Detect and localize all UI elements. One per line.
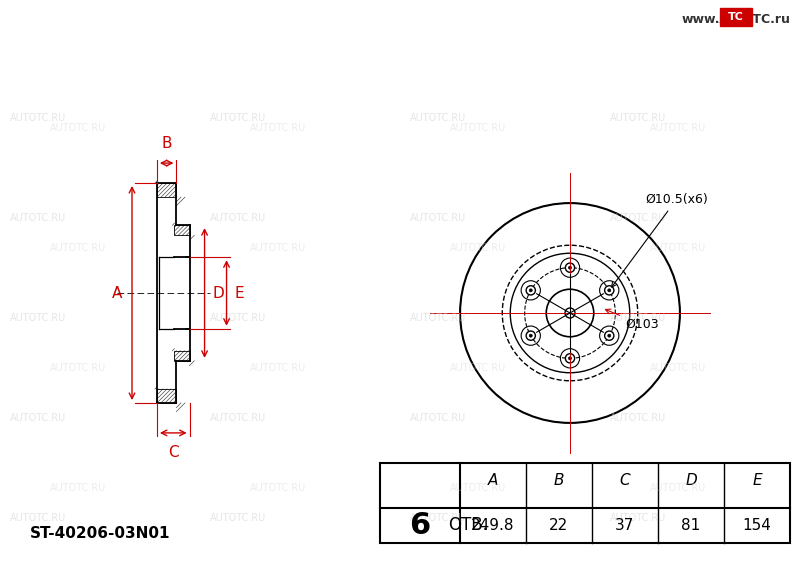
Circle shape <box>566 354 574 363</box>
Text: AUTOTC.RU: AUTOTC.RU <box>610 313 666 323</box>
Text: A: A <box>112 285 122 300</box>
Text: Ø103: Ø103 <box>606 309 658 331</box>
Text: AUTOTC.RU: AUTOTC.RU <box>10 313 66 323</box>
Text: AUTOTC.RU: AUTOTC.RU <box>410 213 466 223</box>
Text: 22: 22 <box>550 518 569 533</box>
Circle shape <box>605 286 614 295</box>
Text: E: E <box>752 473 762 488</box>
Text: AUTOTC.RU: AUTOTC.RU <box>10 113 66 123</box>
Text: 154: 154 <box>742 518 771 533</box>
Text: 81: 81 <box>682 518 701 533</box>
Text: www.AutoTC.ru: www.AutoTC.ru <box>681 13 790 26</box>
Bar <box>157 389 176 403</box>
Circle shape <box>569 266 571 269</box>
Circle shape <box>608 334 610 337</box>
Text: AUTOTC.RU: AUTOTC.RU <box>610 513 666 523</box>
Circle shape <box>526 331 535 340</box>
Text: ST-40206-03N01: ST-40206-03N01 <box>30 525 170 540</box>
Text: AUTOTC.RU: AUTOTC.RU <box>50 363 106 373</box>
Text: AUTOTC.RU: AUTOTC.RU <box>450 123 506 133</box>
Bar <box>380 463 790 543</box>
Text: AUTOTC.RU: AUTOTC.RU <box>10 213 66 223</box>
Text: AUTOTC.RU: AUTOTC.RU <box>650 483 706 493</box>
Text: AUTOTC.RU: AUTOTC.RU <box>650 363 706 373</box>
Text: B: B <box>554 473 564 488</box>
Circle shape <box>608 289 610 292</box>
Text: AUTOTC.RU: AUTOTC.RU <box>210 213 266 223</box>
Text: A: A <box>488 473 498 488</box>
Text: Ø10.5(x6): Ø10.5(x6) <box>612 193 708 287</box>
Text: AUTOTC.RU: AUTOTC.RU <box>610 213 666 223</box>
Text: AUTOTC.RU: AUTOTC.RU <box>610 413 666 423</box>
Circle shape <box>526 286 535 295</box>
Circle shape <box>605 331 614 340</box>
Text: E: E <box>234 285 244 300</box>
Text: AUTOTC.RU: AUTOTC.RU <box>410 313 466 323</box>
Text: AUTOTC.RU: AUTOTC.RU <box>610 113 666 123</box>
Text: C: C <box>620 473 630 488</box>
Circle shape <box>565 308 575 318</box>
Text: AUTOTC.RU: AUTOTC.RU <box>410 113 466 123</box>
Text: AUTOTC.RU: AUTOTC.RU <box>410 413 466 423</box>
Text: ОТВ.: ОТВ. <box>448 516 488 535</box>
Text: AUTOTC.RU: AUTOTC.RU <box>210 513 266 523</box>
Text: AUTOTC.RU: AUTOTC.RU <box>650 123 706 133</box>
Text: C: C <box>168 445 178 460</box>
Text: AUTOTC.RU: AUTOTC.RU <box>50 243 106 253</box>
Text: 6: 6 <box>410 511 430 540</box>
Circle shape <box>566 263 574 272</box>
Text: AUTOTC.RU: AUTOTC.RU <box>210 313 266 323</box>
Text: AUTOTC.RU: AUTOTC.RU <box>210 113 266 123</box>
Text: AUTOTC.RU: AUTOTC.RU <box>450 483 506 493</box>
Text: AUTOTC.RU: AUTOTC.RU <box>450 243 506 253</box>
Circle shape <box>530 289 532 292</box>
Text: AUTOTC.RU: AUTOTC.RU <box>250 483 306 493</box>
Text: D: D <box>213 285 224 300</box>
Text: AUTOTC.RU: AUTOTC.RU <box>250 363 306 373</box>
Circle shape <box>569 357 571 360</box>
Bar <box>174 351 190 361</box>
Circle shape <box>530 334 532 337</box>
Bar <box>720 8 752 26</box>
Text: 37: 37 <box>615 518 634 533</box>
Text: 249.8: 249.8 <box>471 518 514 533</box>
Text: AUTOTC.RU: AUTOTC.RU <box>410 513 466 523</box>
Text: AUTOTC.RU: AUTOTC.RU <box>650 243 706 253</box>
Bar <box>174 225 190 236</box>
Text: AUTOTC.RU: AUTOTC.RU <box>50 483 106 493</box>
Text: TC: TC <box>728 12 744 22</box>
Text: B: B <box>162 136 172 151</box>
Text: D: D <box>685 473 697 488</box>
Bar <box>157 183 176 197</box>
Text: AUTOTC.RU: AUTOTC.RU <box>250 243 306 253</box>
Text: AUTOTC.RU: AUTOTC.RU <box>10 513 66 523</box>
Text: AUTOTC.RU: AUTOTC.RU <box>10 413 66 423</box>
Text: AUTOTC.RU: AUTOTC.RU <box>50 123 106 133</box>
Text: AUTOTC.RU: AUTOTC.RU <box>450 363 506 373</box>
Text: AUTOTC.RU: AUTOTC.RU <box>210 413 266 423</box>
Text: AUTOTC.RU: AUTOTC.RU <box>250 123 306 133</box>
